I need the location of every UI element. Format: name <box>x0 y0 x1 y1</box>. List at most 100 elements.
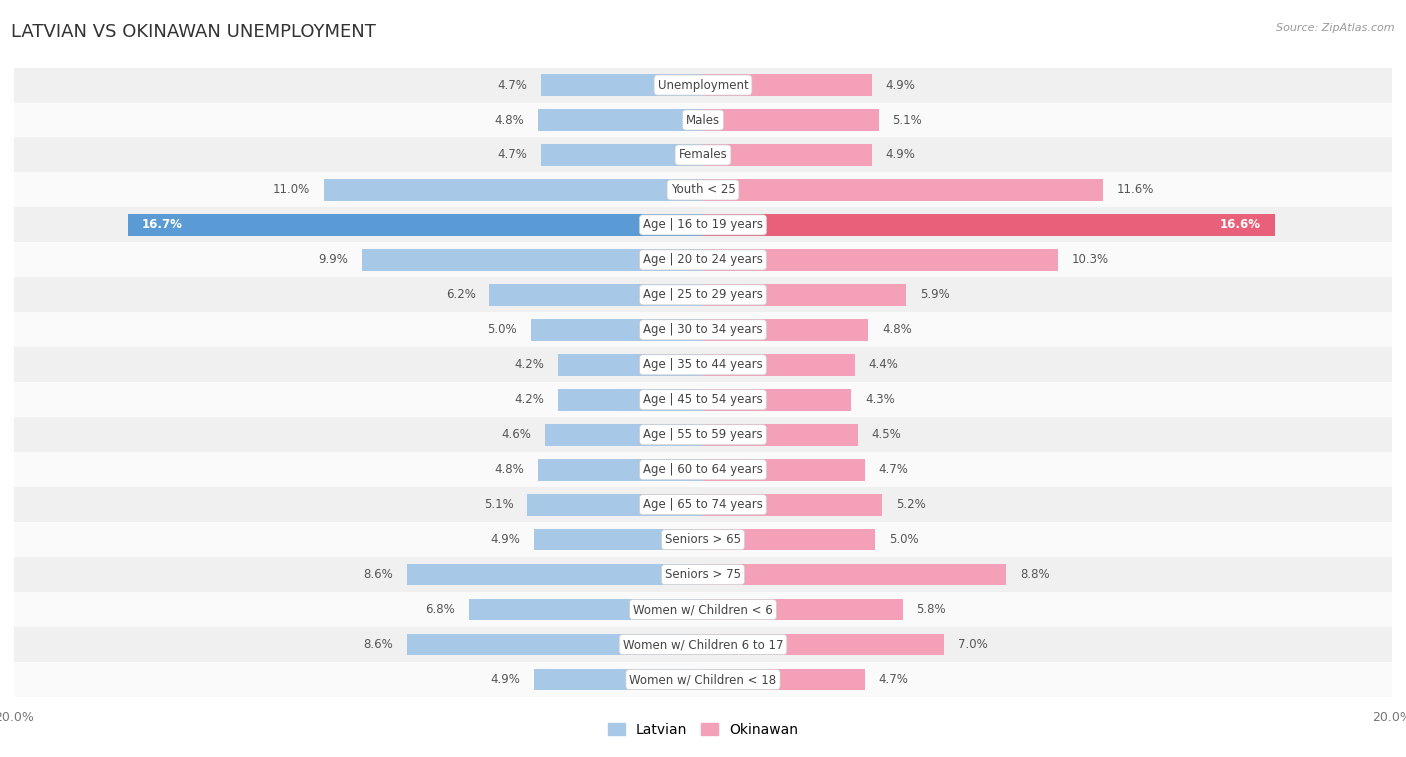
Bar <box>558 354 703 375</box>
Text: Seniors > 75: Seniors > 75 <box>665 568 741 581</box>
Text: Women w/ Children < 18: Women w/ Children < 18 <box>630 673 776 686</box>
Text: 10.3%: 10.3% <box>1071 254 1109 266</box>
Text: 5.1%: 5.1% <box>484 498 513 511</box>
Text: 7.0%: 7.0% <box>957 638 987 651</box>
Text: Age | 30 to 34 years: Age | 30 to 34 years <box>643 323 763 336</box>
Bar <box>703 144 872 166</box>
Text: 9.9%: 9.9% <box>318 254 349 266</box>
Text: 4.2%: 4.2% <box>515 358 544 371</box>
Bar <box>14 452 1392 488</box>
Text: Age | 16 to 19 years: Age | 16 to 19 years <box>643 219 763 232</box>
Bar <box>14 627 1392 662</box>
Text: 8.8%: 8.8% <box>1019 568 1049 581</box>
Text: 4.3%: 4.3% <box>865 394 894 407</box>
Bar <box>14 522 1392 557</box>
Bar <box>14 173 1392 207</box>
Text: 4.9%: 4.9% <box>491 673 520 686</box>
Bar <box>406 564 703 585</box>
Text: 4.2%: 4.2% <box>515 394 544 407</box>
Text: 11.0%: 11.0% <box>273 183 311 197</box>
Bar <box>14 417 1392 452</box>
Text: 5.0%: 5.0% <box>889 533 918 546</box>
Text: 4.8%: 4.8% <box>882 323 912 336</box>
Bar <box>406 634 703 656</box>
Text: 16.7%: 16.7% <box>142 219 183 232</box>
Text: Age | 60 to 64 years: Age | 60 to 64 years <box>643 463 763 476</box>
Text: Age | 35 to 44 years: Age | 35 to 44 years <box>643 358 763 371</box>
Bar <box>541 144 703 166</box>
Text: Age | 25 to 29 years: Age | 25 to 29 years <box>643 288 763 301</box>
Text: 4.7%: 4.7% <box>498 79 527 92</box>
Bar <box>703 109 879 131</box>
Text: 5.0%: 5.0% <box>488 323 517 336</box>
Bar <box>544 424 703 446</box>
Bar <box>468 599 703 621</box>
Text: LATVIAN VS OKINAWAN UNEMPLOYMENT: LATVIAN VS OKINAWAN UNEMPLOYMENT <box>11 23 377 41</box>
Legend: Latvian, Okinawan: Latvian, Okinawan <box>603 717 803 742</box>
Bar <box>703 529 875 550</box>
Text: 5.9%: 5.9% <box>920 288 950 301</box>
Bar <box>14 207 1392 242</box>
Text: 4.7%: 4.7% <box>498 148 527 161</box>
Text: 6.8%: 6.8% <box>425 603 456 616</box>
Text: 4.7%: 4.7% <box>879 463 908 476</box>
Bar <box>14 382 1392 417</box>
Text: Age | 45 to 54 years: Age | 45 to 54 years <box>643 394 763 407</box>
Text: 4.8%: 4.8% <box>494 463 524 476</box>
Text: 8.6%: 8.6% <box>363 568 392 581</box>
Text: 4.7%: 4.7% <box>879 673 908 686</box>
Bar <box>527 494 703 516</box>
Bar <box>703 74 872 96</box>
Bar <box>534 529 703 550</box>
Text: 5.8%: 5.8% <box>917 603 946 616</box>
Text: 4.9%: 4.9% <box>886 79 915 92</box>
Bar <box>703 214 1275 235</box>
Bar <box>489 284 703 306</box>
Text: 4.9%: 4.9% <box>491 533 520 546</box>
Bar <box>537 109 703 131</box>
Bar <box>703 424 858 446</box>
Bar <box>14 277 1392 313</box>
Text: Unemployment: Unemployment <box>658 79 748 92</box>
Bar <box>14 67 1392 102</box>
Bar <box>558 389 703 410</box>
Text: Seniors > 65: Seniors > 65 <box>665 533 741 546</box>
Text: 4.4%: 4.4% <box>869 358 898 371</box>
Text: 5.2%: 5.2% <box>896 498 925 511</box>
Bar <box>703 494 882 516</box>
Bar <box>703 179 1102 201</box>
Bar <box>128 214 703 235</box>
Text: Age | 55 to 59 years: Age | 55 to 59 years <box>643 428 763 441</box>
Bar <box>703 389 851 410</box>
Bar <box>703 459 865 481</box>
Text: 16.6%: 16.6% <box>1220 219 1261 232</box>
Bar <box>14 138 1392 173</box>
Bar <box>14 488 1392 522</box>
Bar <box>361 249 703 271</box>
Text: 8.6%: 8.6% <box>363 638 392 651</box>
Bar <box>14 102 1392 138</box>
Text: 11.6%: 11.6% <box>1116 183 1154 197</box>
Text: 4.6%: 4.6% <box>501 428 531 441</box>
Bar <box>14 242 1392 277</box>
Bar <box>537 459 703 481</box>
Bar <box>14 313 1392 347</box>
Text: Youth < 25: Youth < 25 <box>671 183 735 197</box>
Bar <box>703 634 945 656</box>
Bar <box>703 564 1007 585</box>
Bar <box>703 668 865 690</box>
Bar <box>703 319 869 341</box>
Bar <box>703 354 855 375</box>
Text: 4.8%: 4.8% <box>494 114 524 126</box>
Text: Source: ZipAtlas.com: Source: ZipAtlas.com <box>1277 23 1395 33</box>
Bar <box>534 668 703 690</box>
Bar <box>703 599 903 621</box>
Bar <box>14 557 1392 592</box>
Bar <box>541 74 703 96</box>
Text: 5.1%: 5.1% <box>893 114 922 126</box>
Bar <box>703 249 1057 271</box>
Text: Women w/ Children 6 to 17: Women w/ Children 6 to 17 <box>623 638 783 651</box>
Bar <box>531 319 703 341</box>
Text: Women w/ Children < 6: Women w/ Children < 6 <box>633 603 773 616</box>
Text: 4.5%: 4.5% <box>872 428 901 441</box>
